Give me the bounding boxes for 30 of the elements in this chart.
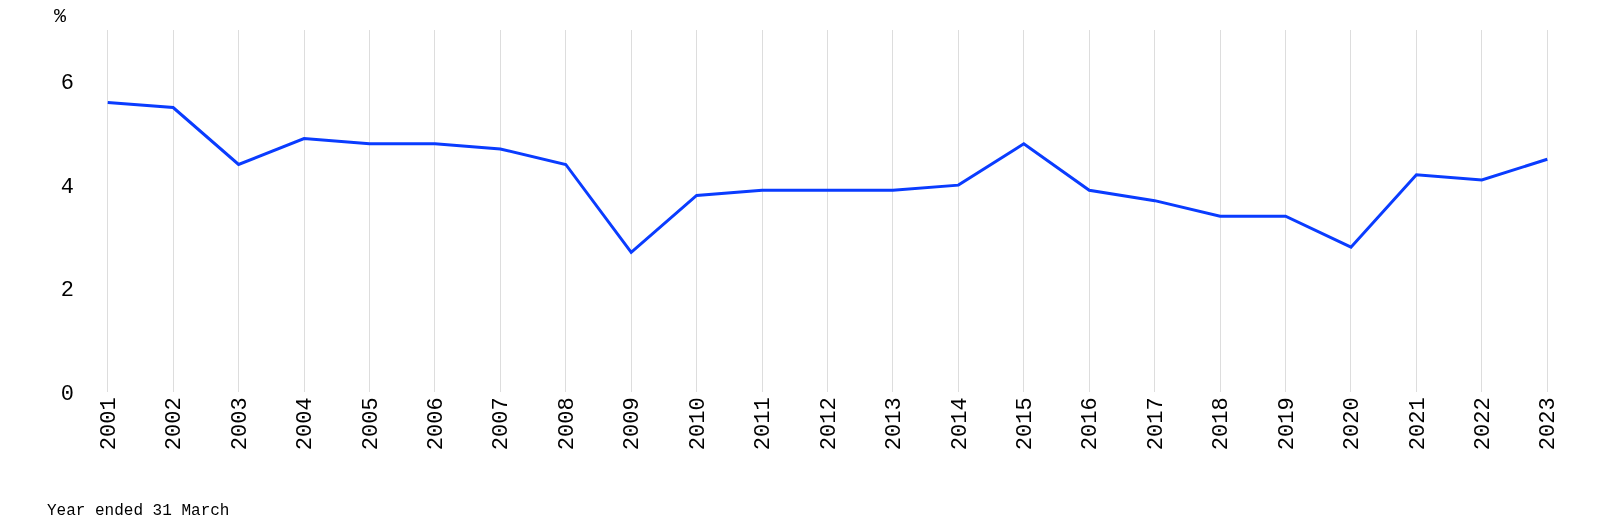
x-tick-label: 2018 (1209, 397, 1235, 451)
x-tick-label: 2017 (1143, 397, 1169, 451)
x-tick-label: 2023 (1536, 397, 1562, 451)
line-series (106, 100, 1549, 254)
y-tick-label: 4 (60, 174, 74, 200)
x-tick-label: 2013 (882, 397, 908, 451)
x-tick-label: 2001 (96, 397, 122, 451)
x-tick-label: 2019 (1274, 397, 1300, 451)
x-tick-label: 2015 (1012, 397, 1038, 451)
y-tick-label: 6 (60, 71, 74, 97)
x-tick-label: 2020 (1340, 397, 1366, 451)
x-tick-label: 2012 (816, 397, 842, 451)
x-tick-label: 2022 (1471, 397, 1496, 451)
x-tick-label: 2014 (947, 397, 973, 451)
y-tick-label: 2 (60, 278, 74, 304)
x-tick-label: 2003 (227, 397, 253, 451)
y-tick-label: 0 (60, 381, 74, 407)
x-tick-label: 2005 (358, 397, 384, 451)
x-tick-label: 2011 (751, 397, 777, 451)
x-tick-label: 2008 (554, 397, 580, 451)
x-tick-label: 2006 (424, 397, 450, 451)
y-axis-title: % (54, 5, 67, 28)
x-tick-label: 2007 (489, 397, 515, 451)
x-tick-label: 2010 (685, 397, 711, 451)
x-tick-label: 2021 (1405, 397, 1431, 451)
x-tick-label: 2016 (1078, 397, 1104, 451)
x-tick-label: 2009 (620, 397, 646, 451)
x-tick-label: 2004 (293, 397, 319, 451)
x-axis-title: Year ended 31 March (47, 502, 230, 520)
x-tick-label: 2002 (162, 397, 188, 451)
